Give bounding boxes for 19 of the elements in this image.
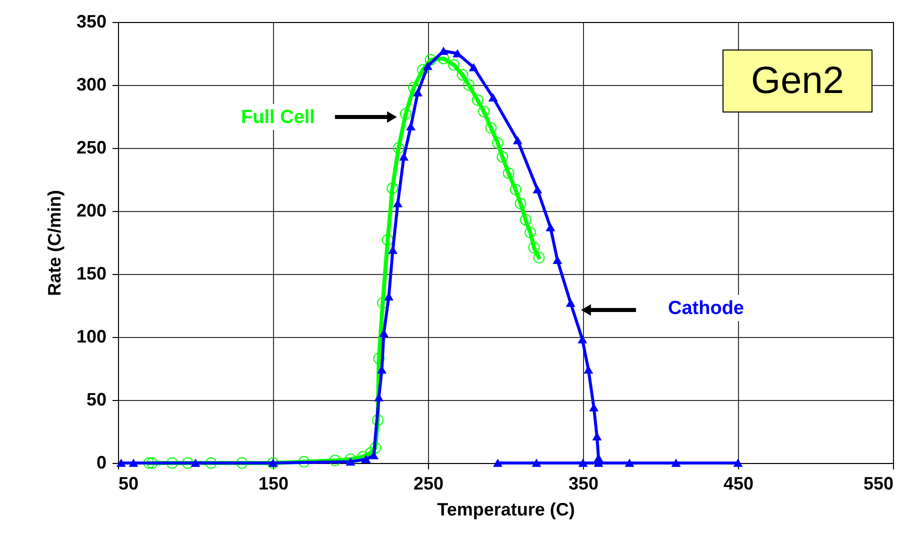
text: Full Cell — [241, 107, 315, 128]
y-tick-label: 0 — [96, 452, 106, 472]
y-tick-label: 150 — [76, 264, 106, 284]
y-tick-label: 50 — [86, 390, 106, 410]
annotation: Gen2 — [751, 60, 844, 102]
y-tick-label: 350 — [76, 12, 106, 32]
x-axis-title: Temperature (C) — [437, 500, 575, 520]
x-tick-label: 350 — [568, 474, 599, 494]
x-tick-label: 150 — [258, 474, 289, 494]
y-tick-label: 300 — [76, 74, 106, 94]
y-tick-label: 200 — [76, 200, 106, 220]
y-tick-label: 100 — [76, 326, 106, 346]
x-tick-label: 250 — [413, 474, 444, 494]
x-tick-label: 450 — [723, 474, 754, 494]
y-axis-title: Rate (C/min) — [44, 190, 64, 296]
x-tick-label: 50 — [118, 474, 139, 494]
x-tick-label: 550 — [863, 474, 894, 494]
text: Cathode — [668, 298, 744, 319]
y-tick-label: 250 — [76, 138, 106, 158]
